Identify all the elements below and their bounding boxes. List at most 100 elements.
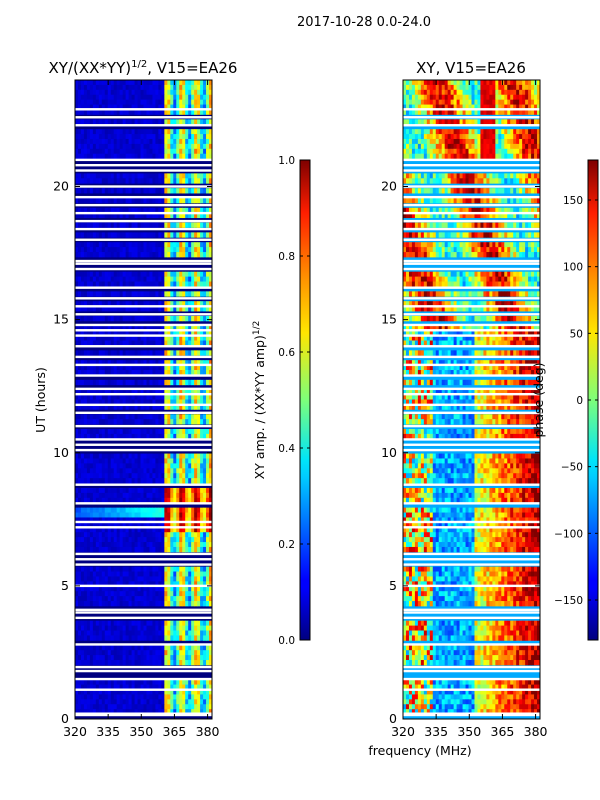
amplitude-ytick-label: 5 [61,578,69,593]
phase-gap-row [403,483,540,486]
amplitude-title-tail: , V15=EA26 [147,59,237,77]
amplitude-gap-row [75,323,212,327]
amplitude-gap-row [75,424,212,428]
phase-xtick-label: 380 [524,724,548,739]
phase-gap-row [403,520,540,524]
phase-gap-row [403,108,540,111]
phase-cb-tick-label: 50 [570,328,583,340]
amplitude-gap-row [75,227,212,231]
amplitude-heatmap [75,80,212,719]
amplitude-ytick-label: 10 [53,445,69,460]
amplitude-gap-row [75,238,212,241]
amplitude-gap-row [75,158,212,162]
amplitude-panel-title: XY/(XX*YY)1/2, V15=EA26 [49,59,238,77]
amplitude-colorbar-gradient [299,159,311,641]
amplitude-gap-row [75,608,212,612]
phase-cb-tick-label: −100 [554,528,583,540]
amplitude-gap-row [75,116,212,119]
amplitude-gap-row [75,297,212,300]
phase-gap-row [403,552,540,556]
amplitude-cb-tick-label: 0.8 [278,251,295,263]
phase-gap-row [403,608,540,612]
amplitude-gap-row [75,611,212,614]
phase-gap-row [403,116,540,119]
phase-gap-row [403,211,540,215]
phase-gap-row [403,238,540,241]
amplitude-gap-row [75,262,212,265]
amplitude-gap-row [75,313,212,316]
phase-cb-tick-label: 0 [576,395,583,407]
phase-gap-row [403,558,540,561]
phase-gap-row [403,611,540,614]
phase-heatmap [403,80,540,719]
phase-axis-ticks: 320 335 350 365 380 0 5 10 15 20 [381,80,548,739]
amplitude-ytick-label: 0 [61,711,69,726]
amplitude-gap-row [75,259,212,263]
amplitude-colorbar-label: XY amp. / (XX*YY amp)1/2 [252,321,267,480]
amplitude-gap-row [75,552,212,556]
amplitude-gap-row [75,520,212,524]
phase-gap-row [403,164,540,167]
amplitude-gap-row [75,403,212,407]
amplitude-title-sup: 1/2 [131,59,147,70]
phase-gap-row [403,411,540,415]
amplitude-xtick-label: 320 [63,724,87,739]
amplitude-gap-row [75,563,212,566]
phase-gap-row [403,392,540,396]
amplitude-gap-row [75,345,212,348]
y-axis-label: UT (hours) [33,367,48,433]
phase-gap-row [403,195,540,199]
amplitude-gap-row [75,363,212,367]
phase-gap-row [403,712,540,715]
phase-gap-row [403,334,540,337]
amplitude-gap-row [75,643,212,646]
amplitude-ytick-label: 20 [53,179,69,194]
phase-cb-tick-label: 150 [563,195,583,207]
amplitude-gap-row [75,669,212,673]
amplitude-gap-row [75,448,212,452]
amplitude-gap-row [75,124,212,127]
amplitude-gap-row [75,483,212,486]
phase-colorbar-label: phase (deg) [531,362,546,437]
amplitude-gap-row [75,329,212,332]
amplitude-gap-row [75,616,212,620]
amplitude-gap-row [75,355,212,359]
amplitude-gap-row [75,558,212,561]
amplitude-gap-row [75,211,212,215]
amplitude-gap-row [75,169,212,172]
amplitude-gap-row [75,286,212,289]
figure-title: 2017-10-28 0.0-24.0 [297,15,431,30]
amplitude-colorbar-ticks: 0.0 0.2 0.4 0.6 0.8 1.0 [278,155,310,647]
phase-gap-row [403,713,540,717]
amplitude-gap-row [75,411,212,415]
amplitude-gap-row [75,502,212,505]
phase-gap-row [403,286,540,289]
phase-gap-row [403,313,540,316]
phase-gap-row [403,203,540,207]
amplitude-ytick-label: 15 [53,312,69,327]
phase-gap-row [403,323,540,327]
phase-gap-row [403,665,540,669]
phase-xtick-label: 365 [491,724,515,739]
amplitude-gap-row [75,438,212,441]
amplitude-panel: XY/(XX*YY)1/2, V15=EA26 320 335 350 365 380 0… [49,59,238,739]
phase-gap-row [403,403,540,407]
phase-panel: XY, V15=EA26 320 335 350 365 380 0 5 10 15 20 [381,59,547,739]
phase-gap-row [403,424,540,428]
amplitude-gap-row [75,688,212,691]
amplitude-xtick-label: 380 [196,724,220,739]
phase-gap-row [403,124,540,127]
phase-panel-title: XY, V15=EA26 [416,59,526,77]
phase-gap-row [403,643,540,646]
phase-gap-row [403,387,540,391]
phase-gap-row [403,669,540,673]
phase-cb-tick-label: −50 [561,462,583,474]
amplitude-xtick-label: 365 [163,724,187,739]
phase-colorbar-ticks: −150 −100 −50 0 50 100 150 [554,195,598,607]
phase-gap-row [403,297,540,300]
amplitude-gap-row [75,677,212,681]
x-axis-label: frequency (MHz) [368,743,471,758]
phase-gap-row [403,374,540,377]
amplitude-gap-row [75,195,212,199]
